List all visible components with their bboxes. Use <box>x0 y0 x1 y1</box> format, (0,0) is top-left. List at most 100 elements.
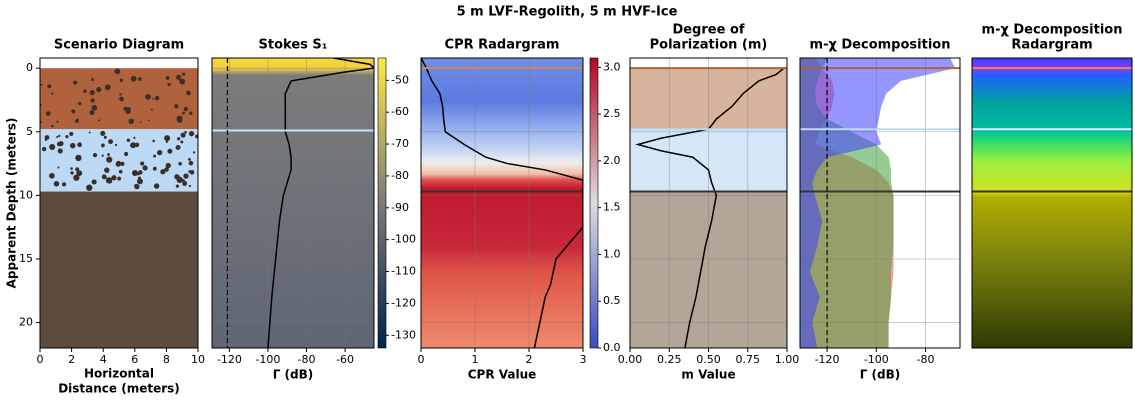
background <box>212 58 374 348</box>
x-tick-label: -100 <box>255 353 280 366</box>
rock <box>58 134 61 138</box>
rock <box>70 171 74 175</box>
plot-area <box>972 58 1132 348</box>
rock <box>45 111 51 116</box>
rock <box>182 72 186 76</box>
rock <box>123 151 129 157</box>
rock <box>92 153 98 158</box>
rock <box>182 179 185 182</box>
rock <box>101 154 104 157</box>
rock <box>131 170 138 176</box>
rock <box>188 184 192 188</box>
rock <box>192 151 196 154</box>
rock <box>151 97 154 100</box>
rock <box>126 138 131 142</box>
rock <box>91 78 94 82</box>
rock <box>147 119 150 122</box>
x-axis-label: Γ (dB) <box>273 368 314 382</box>
plot-area <box>40 58 198 348</box>
rock <box>125 108 131 115</box>
rock <box>107 153 110 156</box>
panel: CPR Radargram 0 1 2 3 CPR Value 0.0 0.5 1.0 1.5 2.… <box>418 38 621 382</box>
rock <box>165 76 170 80</box>
colorbar-tick-label: 0.5 <box>603 294 621 307</box>
colorbar-tick-label: -50 <box>391 73 409 86</box>
profile-line <box>267 58 374 348</box>
panel-title: m-χ Decomposition <box>982 23 1123 38</box>
rock <box>47 84 52 89</box>
rock <box>107 179 113 184</box>
x-tick-label: -80 <box>298 353 316 366</box>
figure-title: 5 m LVF-Regolith, 5 m HVF-Ice <box>457 5 678 20</box>
rock <box>134 183 140 190</box>
colorbar-tick-label: -60 <box>391 105 409 118</box>
panel: m-χ Decomposition -120 -100 -80 Γ (dB) <box>799 38 961 382</box>
rock <box>160 169 166 175</box>
rock <box>91 179 97 185</box>
rock <box>152 166 157 171</box>
rock <box>88 131 91 134</box>
rock <box>119 78 124 82</box>
rock <box>108 139 114 145</box>
rock <box>150 108 153 111</box>
rock <box>75 167 80 172</box>
x-tick-label: 0 <box>37 353 44 366</box>
profile-line <box>421 58 583 348</box>
panel-title: Polarization (m) <box>650 38 768 53</box>
rock <box>153 154 157 158</box>
x-tick-label: 2 <box>526 353 533 366</box>
rock <box>53 181 60 187</box>
layer-band <box>40 191 198 348</box>
colorbar-tick-label: -130 <box>391 328 416 341</box>
panel-title: Scenario Diagram <box>54 38 184 53</box>
colorbar <box>377 57 387 349</box>
colorbar-tick-label: -110 <box>391 265 416 278</box>
rock <box>57 166 60 169</box>
rock <box>117 176 122 181</box>
rock <box>195 134 198 139</box>
layer-band <box>40 129 198 192</box>
layer-band <box>40 68 198 130</box>
x-axis-label: Γ (dB) <box>860 368 901 382</box>
rock <box>130 75 137 82</box>
rock <box>100 130 106 136</box>
rock <box>44 135 50 140</box>
x-axis-label: m Value <box>681 368 735 382</box>
rock <box>182 180 188 186</box>
rock <box>133 136 136 139</box>
x-tick-label: 0 <box>418 353 425 366</box>
rock <box>176 74 182 80</box>
rock <box>145 94 151 100</box>
rock <box>188 130 195 137</box>
rock <box>178 161 182 166</box>
rock <box>106 156 113 163</box>
rock <box>91 104 98 111</box>
rock <box>83 89 87 93</box>
plot-area <box>630 58 787 348</box>
rock <box>76 118 79 122</box>
rock <box>167 82 171 87</box>
panel: Stokes S₁ -120 -100 -80 -60 Γ (dB) -50 -60 -70 -8… <box>211 38 416 382</box>
colorbar-tick-label: 2.0 <box>603 154 621 167</box>
panel-title: Radargram <box>1011 38 1092 53</box>
y-axis-label: Apparent Depth (meters) <box>5 118 19 289</box>
rock <box>111 175 117 181</box>
rock <box>57 148 63 154</box>
plot-area <box>421 58 583 348</box>
rock <box>183 106 189 112</box>
x-tick-label: 10 <box>191 353 205 366</box>
rock <box>139 121 142 123</box>
rock <box>189 169 195 175</box>
panel-title: Stokes S₁ <box>259 38 328 53</box>
rock <box>104 167 110 173</box>
rock <box>69 142 76 149</box>
rock <box>114 143 118 147</box>
colorbar-tick-label: -100 <box>391 233 416 246</box>
colorbar-tick-label: 1.5 <box>603 201 621 214</box>
rock <box>174 174 180 180</box>
rock <box>76 170 83 177</box>
x-axis-label: CPR Value <box>468 368 537 382</box>
y-tick-label: 15 <box>19 252 33 265</box>
rock <box>179 78 186 85</box>
